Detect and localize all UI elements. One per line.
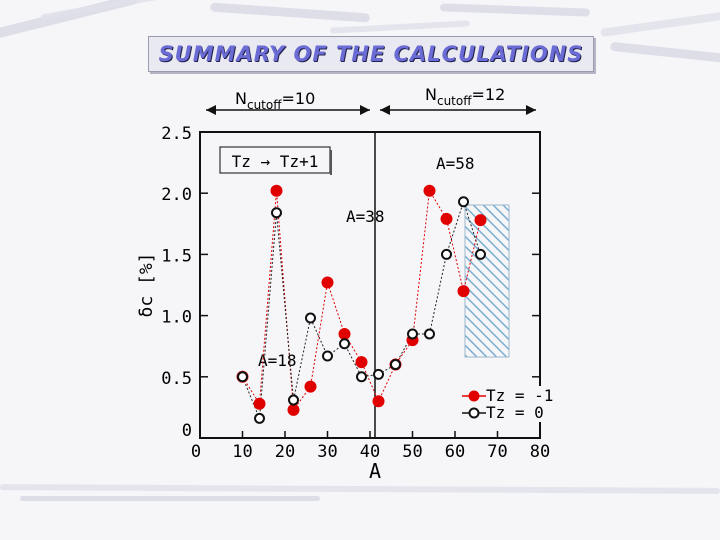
legend-marker-open (468, 407, 480, 419)
series-line-tz-0 (242, 200, 481, 419)
y-tick-label: 0.5 (161, 369, 192, 389)
point-tz-minus1 (253, 397, 266, 410)
x-axis-label: A (369, 459, 381, 483)
transition-label: Tz → Tz+1 (232, 152, 319, 171)
point-tz-minus1 (372, 395, 385, 408)
point-tz-minus1 (440, 212, 453, 225)
point-tz-0 (339, 338, 350, 350)
x-tick-label: 80 (530, 442, 550, 462)
point-tz-0 (288, 394, 299, 406)
point-tz-0 (322, 350, 333, 362)
point-tz-minus1 (321, 276, 334, 289)
arrowhead (526, 105, 536, 115)
point-tz-0 (305, 312, 316, 324)
region-label-left: Ncutoff=10 (235, 89, 315, 112)
point-tz-0 (475, 248, 486, 260)
y-axis-label: δc [%] (136, 252, 157, 317)
legend-label-tz-0: Tz = 0 (486, 403, 544, 422)
point-tz-minus1 (474, 214, 487, 227)
point-tz-0 (254, 412, 265, 424)
point-tz-minus1 (304, 380, 317, 393)
y-tick-label: 2.5 (161, 124, 192, 144)
point-tz-minus1 (355, 356, 368, 369)
y-tick-label: 2.0 (161, 185, 192, 205)
x-tick-label: 10 (232, 442, 252, 462)
annotation-a18: A=18 (258, 351, 297, 370)
point-tz-0 (356, 371, 367, 383)
transition-box (219, 146, 331, 174)
arrowhead (380, 105, 390, 115)
x-tick-label: 30 (317, 442, 337, 462)
arrowhead (360, 105, 370, 115)
hatched-region (464, 204, 510, 358)
x-tick-label: 40 (360, 442, 380, 462)
point-tz-0 (424, 328, 435, 340)
point-tz-minus1 (457, 285, 470, 298)
point-tz-0 (441, 248, 452, 260)
y-tick-label: 1.0 (161, 308, 192, 328)
annotation-a38: A=38 (346, 207, 385, 226)
legend-label-tz-minus1: Tz = -1 (486, 386, 553, 405)
point-tz-0 (373, 368, 384, 380)
title-banner: SUMMARY OF THE CALCULATIONS (148, 36, 594, 72)
point-tz-0 (237, 371, 248, 383)
point-tz-minus1 (338, 327, 351, 340)
region-label-right: Ncutoff=12 (425, 85, 505, 108)
point-tz-minus1 (270, 184, 283, 197)
x-tick-label: 0 (191, 442, 201, 462)
legend-marker-red (468, 390, 480, 402)
annotation-a58: A=58 (436, 154, 475, 173)
point-tz-0 (458, 196, 469, 208)
point-tz-0 (407, 328, 418, 340)
x-tick-label: 70 (487, 442, 507, 462)
y-tick-label: 1.5 (161, 246, 192, 266)
point-tz-minus1 (287, 403, 300, 416)
x-tick-label: 50 (402, 442, 422, 462)
point-tz-0 (390, 359, 401, 371)
point-tz-0 (271, 207, 282, 219)
arrowhead (206, 105, 216, 115)
page-title: SUMMARY OF THE CALCULATIONS (158, 42, 584, 66)
y-tick-label: 0 (182, 421, 192, 441)
x-tick-label: 60 (445, 442, 465, 462)
point-tz-minus1 (423, 184, 436, 197)
x-tick-label: 20 (275, 442, 295, 462)
